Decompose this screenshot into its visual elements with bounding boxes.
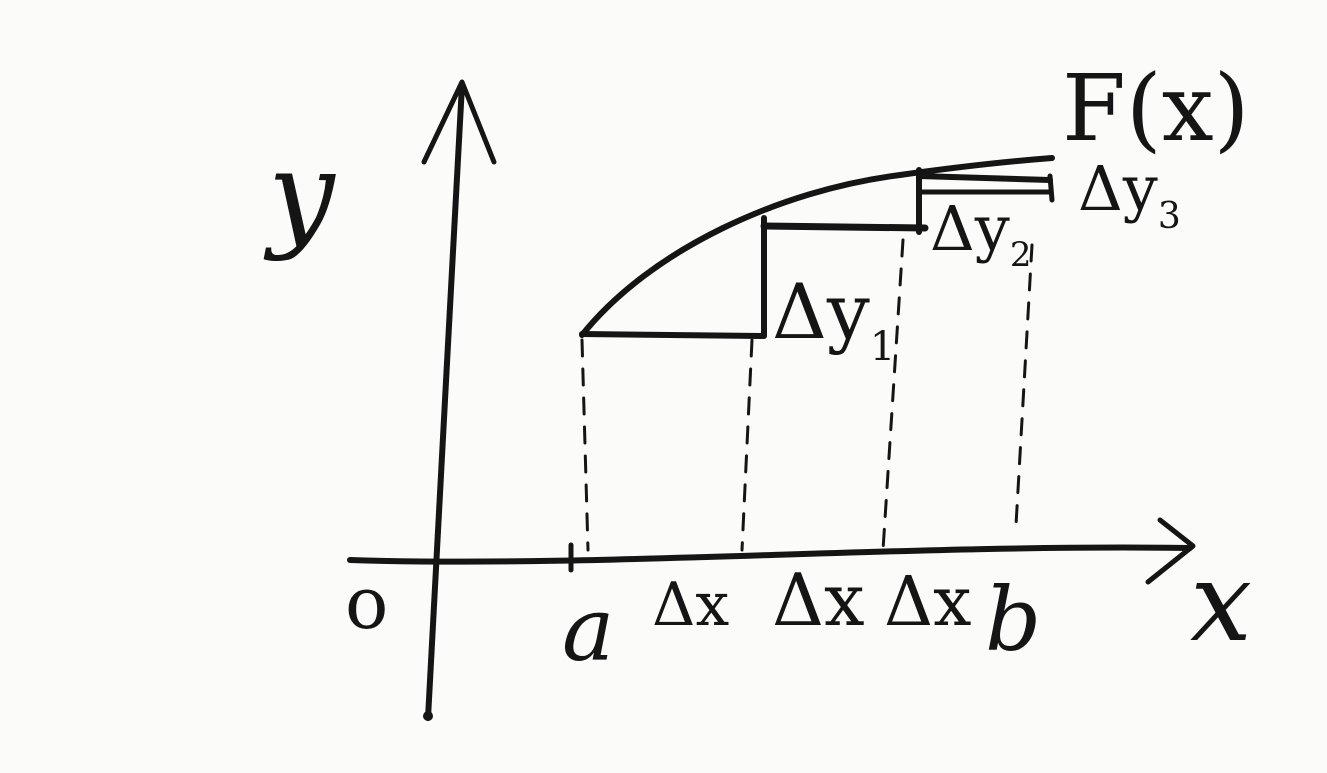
increment-label-2-base: Δy bbox=[930, 192, 1010, 265]
step-horizontal-3 bbox=[916, 173, 1053, 183]
y-axis-label: y bbox=[263, 125, 336, 263]
increment-label-1: Δy1 bbox=[772, 267, 895, 370]
x-axis-label: x bbox=[1190, 538, 1252, 666]
increment-label-3-sub: 3 bbox=[1158, 196, 1181, 237]
increment-staircase bbox=[579, 167, 1055, 339]
dashed-guide-b bbox=[1014, 243, 1034, 527]
step-vertical-3 bbox=[1047, 173, 1055, 203]
increment-label-1-sub: 1 bbox=[870, 324, 895, 370]
x-axis-arrowhead bbox=[1145, 517, 1196, 585]
x-mark-dx2: Δx bbox=[772, 558, 865, 642]
increment-label-3-base: Δy bbox=[1078, 152, 1158, 225]
x-mark-a: a bbox=[562, 578, 614, 681]
dashed-guides bbox=[580, 238, 1034, 552]
origin-label: o bbox=[345, 561, 388, 645]
y-axis-arrowhead bbox=[421, 79, 497, 165]
y-axis-line bbox=[425, 82, 465, 721]
x-axis bbox=[347, 517, 1196, 585]
x-mark-b: b bbox=[985, 568, 1041, 671]
x-mark-dx1: Δx bbox=[652, 570, 729, 640]
dashed-guide-a bbox=[580, 338, 590, 552]
increment-label-2-sub: 2 bbox=[1010, 235, 1032, 275]
dashed-guide-x2 bbox=[881, 238, 905, 552]
step-horizontal-2 bbox=[760, 222, 929, 232]
curve-label: F(x) bbox=[1062, 55, 1250, 162]
step-horizontal-1 bbox=[579, 331, 765, 339]
x-mark-dx3: Δx bbox=[884, 563, 971, 642]
increment-label-3: Δy3 bbox=[1078, 152, 1181, 237]
dashed-guide-x1 bbox=[740, 338, 754, 552]
increment-label-1-base: Δy bbox=[772, 267, 870, 356]
x-axis-line bbox=[347, 544, 1193, 565]
increment-label-2: Δy2 bbox=[930, 192, 1031, 275]
y-axis bbox=[421, 79, 497, 721]
y-axis-end-dot bbox=[423, 711, 433, 721]
curve-F bbox=[579, 155, 1055, 338]
